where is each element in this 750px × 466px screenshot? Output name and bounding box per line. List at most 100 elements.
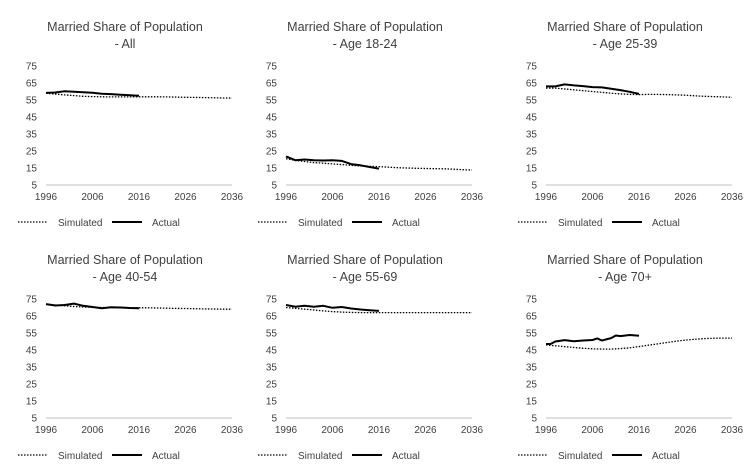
- x-tick-label: 2006: [81, 425, 104, 436]
- x-tick-label: 2016: [628, 192, 651, 203]
- y-tick-label: 15: [266, 397, 278, 408]
- series-line-actual: [546, 334, 640, 345]
- chart-title-line1: Married Share of Population: [287, 20, 443, 34]
- chart-title-line1: Married Share of Population: [547, 20, 703, 34]
- legend-label: Actual: [392, 218, 420, 229]
- y-tick-label: 65: [266, 312, 278, 323]
- chart-title-line2: - Age 18-24: [332, 37, 398, 51]
- legend-item-actual: Actual: [612, 451, 680, 462]
- y-tick-label: 55: [26, 96, 38, 107]
- legend-label: Simulated: [298, 451, 342, 462]
- chart-title: Married Share of Population - Age 40-54: [0, 252, 250, 286]
- x-tick-label: 2036: [461, 425, 484, 436]
- y-tick-label: 35: [26, 130, 38, 141]
- y-tick-label: 5: [531, 414, 537, 425]
- y-tick-label: 75: [526, 295, 538, 306]
- y-tick-label: 25: [266, 147, 278, 158]
- legend-item-actual: Actual: [352, 218, 420, 229]
- chart-title-line2: - Age 40-54: [92, 270, 158, 284]
- y-tick-label: 15: [26, 397, 38, 408]
- x-tick-label: 2036: [221, 425, 244, 436]
- x-tick-label: 2036: [721, 192, 744, 203]
- chart-plot-age-25-39: 5 15 25 35 45 55 65 75 1996 2006 2016 2026 2036 Simul…: [518, 62, 744, 229]
- series-line-simulated: [285, 158, 473, 171]
- series-line-actual: [45, 90, 140, 97]
- legend-label: Simulated: [558, 451, 602, 462]
- y-tick-label: 65: [526, 312, 538, 323]
- y-tick-label: 45: [26, 346, 38, 357]
- y-tick-label: 15: [266, 164, 278, 175]
- y-tick-label: 25: [526, 380, 538, 391]
- y-tick-label: 65: [266, 79, 278, 90]
- y-tick-label: 45: [526, 346, 538, 357]
- chart-title-line1: Married Share of Population: [47, 253, 203, 267]
- chart-panel-age-25-39: Married Share of Population - Age 25-39 …: [500, 0, 750, 233]
- chart-plot-age-40-54: 5 15 25 35 45 55 65 75 1996 2006 2016 2026 2036 Simul…: [18, 295, 244, 462]
- chart-title: Married Share of Population - Age 25-39: [500, 19, 750, 53]
- chart-title-line1: Married Share of Population: [547, 253, 703, 267]
- y-tick-label: 5: [271, 414, 277, 425]
- y-tick-label: 55: [26, 329, 38, 340]
- series-line-simulated: [546, 87, 733, 98]
- chart-title-line2: - Age 25-39: [592, 37, 658, 51]
- x-tick-label: 2006: [321, 425, 344, 436]
- y-tick-label: 5: [271, 181, 277, 192]
- x-tick-label: 2026: [414, 425, 437, 436]
- y-tick-label: 75: [26, 295, 38, 306]
- series-line-simulated: [45, 92, 233, 99]
- y-tick-label: 5: [31, 414, 37, 425]
- legend-item-simulated: Simulated: [258, 218, 342, 229]
- x-tick-label: 2016: [128, 425, 151, 436]
- y-tick-label: 15: [526, 164, 538, 175]
- x-tick-label: 2006: [321, 192, 344, 203]
- chart-panel-age-40-54: Married Share of Population - Age 40-54 …: [0, 233, 250, 466]
- chart-title: Married Share of Population - Age 55-69: [240, 252, 490, 286]
- chart-title: Married Share of Population - All: [0, 19, 250, 53]
- y-tick-label: 35: [266, 130, 278, 141]
- x-tick-label: 2036: [721, 425, 744, 436]
- y-tick-label: 15: [26, 164, 38, 175]
- legend-label: Actual: [152, 218, 180, 229]
- y-tick-label: 25: [266, 380, 278, 391]
- legend-label: Simulated: [298, 218, 342, 229]
- x-tick-label: 2006: [581, 192, 604, 203]
- x-tick-label: 2016: [368, 192, 391, 203]
- x-tick-label: 2016: [628, 425, 651, 436]
- chart-plot-age-18-24: 5 15 25 35 45 55 65 75 1996 2006 2016 2026 2036 Simul…: [258, 62, 484, 229]
- chart-plot-all: 5 15 25 35 45 55 65 75 1996 2006 2016 2026 2036 Simul…: [18, 62, 244, 229]
- x-tick-label: 2026: [174, 192, 197, 203]
- legend-label: Actual: [392, 451, 420, 462]
- x-tick-label: 2026: [674, 425, 697, 436]
- y-tick-label: 55: [266, 96, 278, 107]
- x-tick-label: 2026: [674, 192, 697, 203]
- y-tick-label: 55: [526, 96, 538, 107]
- x-tick-label: 2026: [174, 425, 197, 436]
- y-tick-label: 75: [526, 62, 538, 73]
- legend-label: Simulated: [558, 218, 602, 229]
- y-tick-label: 35: [266, 363, 278, 374]
- chart-plot-age-70-plus: 5 15 25 35 45 55 65 75 1996 2006 2016 2026 2036 Simul…: [518, 295, 744, 462]
- chart-panel-all: Married Share of Population - All 5 15 25 3…: [0, 0, 250, 233]
- legend-item-actual: Actual: [352, 451, 420, 462]
- chart-panel-age-55-69: Married Share of Population - Age 55-69 …: [240, 233, 490, 466]
- y-tick-label: 65: [526, 79, 538, 90]
- x-tick-label: 2016: [128, 192, 151, 203]
- x-tick-label: 2016: [368, 425, 391, 436]
- x-tick-label: 1996: [275, 192, 298, 203]
- y-tick-label: 25: [526, 147, 538, 158]
- y-tick-label: 5: [31, 181, 37, 192]
- chart-panel-age-18-24: Married Share of Population - Age 18-24 …: [240, 0, 490, 233]
- y-tick-label: 45: [526, 113, 538, 124]
- y-tick-label: 45: [266, 113, 278, 124]
- chart-title-line1: Married Share of Population: [47, 20, 203, 34]
- chart-title: Married Share of Population - Age 18-24: [240, 19, 490, 53]
- chart-title-line2: - All: [114, 37, 136, 51]
- x-tick-label: 1996: [535, 425, 558, 436]
- series-line-actual: [285, 304, 380, 312]
- series-line-simulated: [45, 303, 232, 310]
- y-tick-label: 35: [526, 363, 538, 374]
- legend-item-simulated: Simulated: [258, 451, 342, 462]
- y-tick-label: 65: [26, 79, 38, 90]
